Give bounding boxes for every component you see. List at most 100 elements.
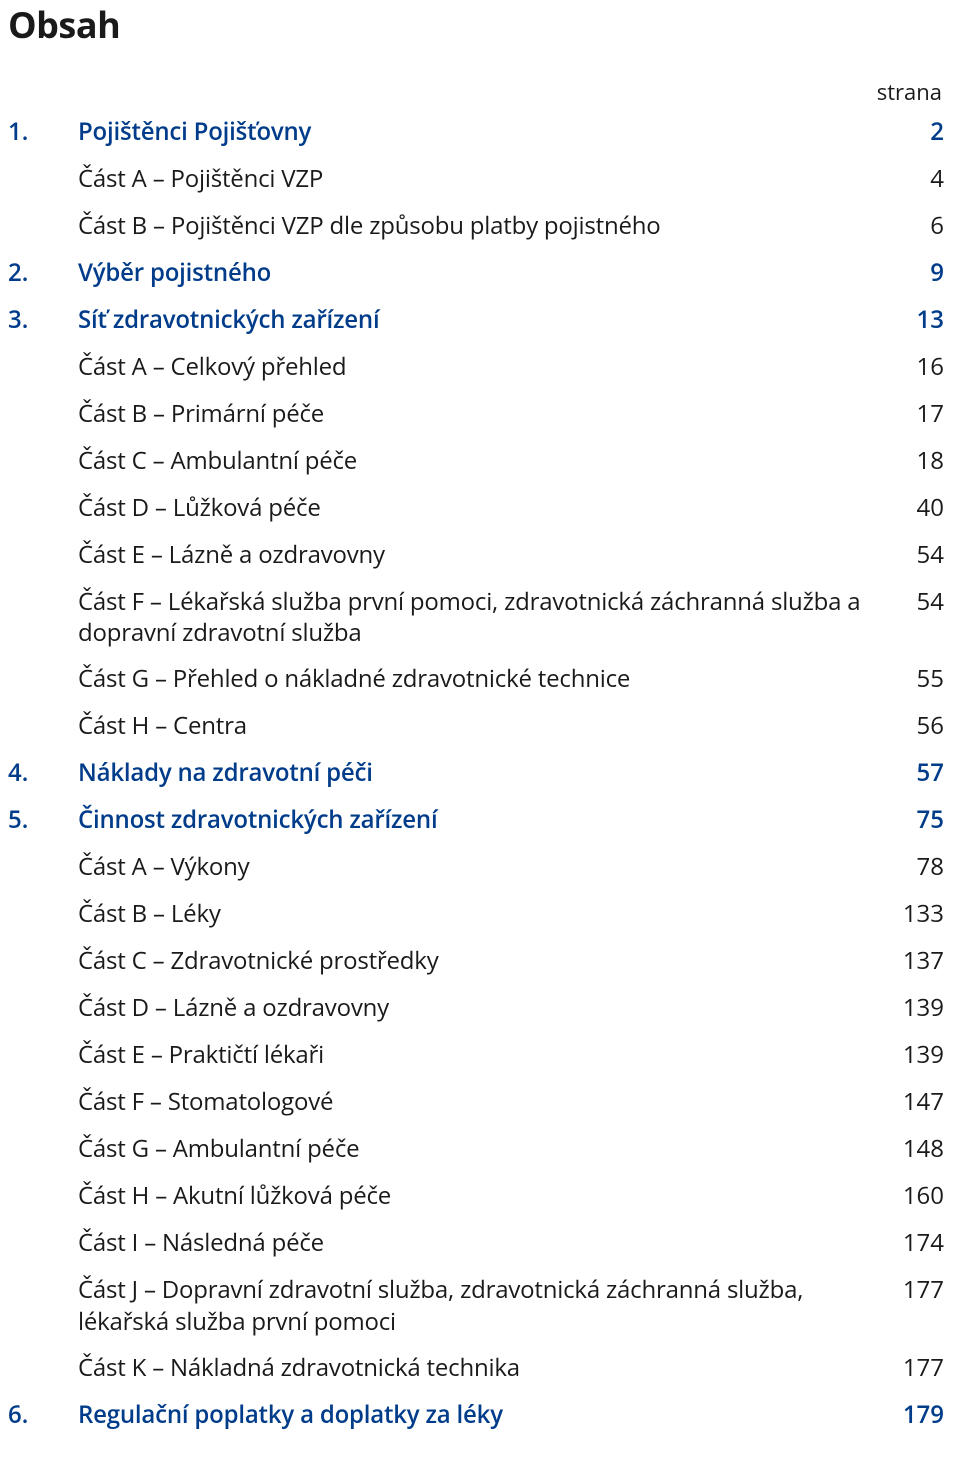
toc-sub-row: Část H – Centra 56 (8, 709, 944, 742)
toc-section-text: Regulační poplatky a doplatky za léky (78, 1399, 503, 1430)
toc-page-number: 16 (905, 350, 944, 383)
toc-row-label: 3.Síť zdravotnických zařízení (8, 304, 379, 335)
toc-page-number: 54 (905, 538, 944, 571)
toc-row-label: Část H – Centra (8, 710, 247, 741)
toc-row-label: Část A – Pojištěnci VZP (8, 163, 323, 194)
toc-sub-row: Část G – Přehled o nákladné zdravotnické… (8, 662, 944, 695)
toc-row-label: Část C – Zdravotnické prostředky (8, 945, 439, 976)
toc-page-number: 17 (905, 397, 944, 430)
toc-row-label: Část C – Ambulantní péče (8, 445, 357, 476)
toc-sub-row: Část A – Celkový přehled 16 (8, 350, 944, 383)
toc-section-row: 6.Regulační poplatky a doplatky za léky1… (8, 1398, 944, 1431)
toc-row-label: Část K – Nákladná zdravotnická technika (8, 1352, 520, 1383)
toc-sub-text: Část B – Primární péče (78, 398, 324, 429)
page-column-header: strana (8, 77, 944, 107)
toc-section-row: 2.Výběr pojistného 9 (8, 256, 944, 289)
toc-sub-text: Část I – Následná péče (78, 1227, 324, 1258)
toc-page-number: 78 (905, 850, 944, 883)
toc-sub-text: Část H – Akutní lůžková péče (78, 1180, 391, 1211)
toc-sub-text: Část D – Lůžková péče (78, 492, 321, 523)
toc-row-label: 5.Činnost zdravotnických zařízení (8, 804, 437, 835)
toc-page-number: 18 (905, 444, 944, 477)
toc-sub-row: Část A – Výkony 78 (8, 850, 944, 883)
toc-page-number: 139 (891, 1038, 944, 1071)
toc-sub-text: Část F – Stomatologové (78, 1086, 333, 1117)
toc-sub-row: Část B – Pojištěnci VZP dle způsobu plat… (8, 209, 944, 242)
toc-page-number: 56 (905, 709, 944, 742)
toc-sub-text: Část A – Výkony (78, 851, 249, 882)
toc-section-text: Činnost zdravotnických zařízení (78, 804, 437, 835)
toc-row-label: Část A – Celkový přehled (8, 351, 346, 382)
toc-section-row: 1.Pojištěnci Pojišťovny 2 (8, 115, 944, 148)
toc-page-number: 177 (891, 1273, 944, 1306)
toc-sub-text: Část G – Ambulantní péče (78, 1133, 359, 1164)
toc-sub-row: Část D – Lůžková péče 40 (8, 491, 944, 524)
toc-page-number: 55 (905, 662, 944, 695)
toc-sub-row: Část F – Stomatologové 147 (8, 1085, 944, 1118)
toc-row-label: 1.Pojištěnci Pojišťovny (8, 116, 311, 147)
toc-sub-text: Část B – Pojištěnci VZP dle způsobu plat… (78, 210, 661, 241)
toc-page-number: 177 (891, 1351, 944, 1384)
toc-row-label: Část F – Lékařská služba první pomoci, z… (8, 586, 905, 648)
toc-section-number: 2. (8, 257, 78, 288)
toc-page-number: 160 (891, 1179, 944, 1212)
toc-page-number: 2 (918, 115, 944, 148)
toc-sub-row: Část I – Následná péče 174 (8, 1226, 944, 1259)
toc-page-number: 13 (905, 303, 944, 336)
toc-sub-text: Část G – Přehled o nákladné zdravotnické… (78, 663, 630, 694)
toc-page-number: 9 (918, 256, 944, 289)
toc-section-row: 4.Náklady na zdravotní péči 57 (8, 756, 944, 789)
toc-row-label: Část E – Lázně a ozdravovny (8, 539, 385, 570)
toc-page-number: 57 (905, 756, 944, 789)
toc-sub-row: Část C – Ambulantní péče 18 (8, 444, 944, 477)
toc-section-number: 5. (8, 804, 78, 835)
toc-page-number: 137 (891, 944, 944, 977)
toc-row-label: Část D – Lázně a ozdravovny (8, 992, 389, 1023)
toc-page-number: 147 (891, 1085, 944, 1118)
toc-sub-text: Část E – Praktičtí lékaři (78, 1039, 324, 1070)
toc-sub-row: Část K – Nákladná zdravotnická technika 1… (8, 1351, 944, 1384)
toc-sub-row: Část A – Pojištěnci VZP 4 (8, 162, 944, 195)
toc-sub-text: Část K – Nákladná zdravotnická technika (78, 1352, 520, 1383)
toc-sub-text: Část D – Lázně a ozdravovny (78, 992, 389, 1023)
toc-sub-text: Část B – Léky (78, 898, 221, 929)
toc-row-label: Část B – Léky (8, 898, 221, 929)
toc-sub-row: Část B – Primární péče 17 (8, 397, 944, 430)
toc-row-label: Část G – Ambulantní péče (8, 1133, 359, 1164)
toc-section-text: Náklady na zdravotní péči (78, 757, 373, 788)
toc-sub-row: Část B – Léky 133 (8, 897, 944, 930)
toc-page-number: 6 (918, 209, 944, 242)
toc-sub-row: Část E – Lázně a ozdravovny 54 (8, 538, 944, 571)
toc-section-number: 4. (8, 757, 78, 788)
toc-row-label: Část B – Pojištěnci VZP dle způsobu plat… (8, 210, 661, 241)
toc-section-number: 3. (8, 304, 78, 335)
toc-section-text: Výběr pojistného (78, 257, 271, 288)
toc-sub-row: Část D – Lázně a ozdravovny139 (8, 991, 944, 1024)
toc-page-number: 4 (918, 162, 944, 195)
toc-page-number: 148 (891, 1132, 944, 1165)
toc-row-label: 4.Náklady na zdravotní péči (8, 757, 373, 788)
toc-sub-row: Část J – Dopravní zdravotní služba, zdra… (8, 1273, 944, 1336)
toc-sub-row: Část G – Ambulantní péče 148 (8, 1132, 944, 1165)
toc-page-number: 40 (905, 491, 944, 524)
toc-row-label: Část H – Akutní lůžková péče (8, 1180, 391, 1211)
toc-page-number: 133 (891, 897, 944, 930)
toc-sub-row: Část E – Praktičtí lékaři 139 (8, 1038, 944, 1071)
toc-row-label: Část B – Primární péče (8, 398, 324, 429)
toc-row-label: Část E – Praktičtí lékaři (8, 1039, 324, 1070)
toc-row-label: Část I – Následná péče (8, 1227, 324, 1258)
toc-row-label: 2.Výběr pojistného (8, 257, 271, 288)
toc-page-number: 174 (891, 1226, 944, 1259)
toc-section-row: 3.Síť zdravotnických zařízení 13 (8, 303, 944, 336)
toc-row-label: Část J – Dopravní zdravotní služba, zdra… (8, 1274, 891, 1336)
toc-sub-text: Část H – Centra (78, 710, 247, 741)
toc-row-label: Část A – Výkony (8, 851, 249, 882)
toc-section-number: 6. (8, 1399, 78, 1430)
toc-page-number: 75 (905, 803, 944, 836)
toc-list: 1.Pojištěnci Pojišťovny 2 Část A – Pojiště… (8, 115, 944, 1431)
toc-sub-row: Část F – Lékařská služba první pomoci, z… (8, 585, 944, 648)
toc-sub-text: Část E – Lázně a ozdravovny (78, 539, 385, 570)
toc-page-number: 54 (905, 585, 944, 618)
toc-sub-text: Část C – Ambulantní péče (78, 445, 357, 476)
toc-sub-row: Část H – Akutní lůžková péče 160 (8, 1179, 944, 1212)
